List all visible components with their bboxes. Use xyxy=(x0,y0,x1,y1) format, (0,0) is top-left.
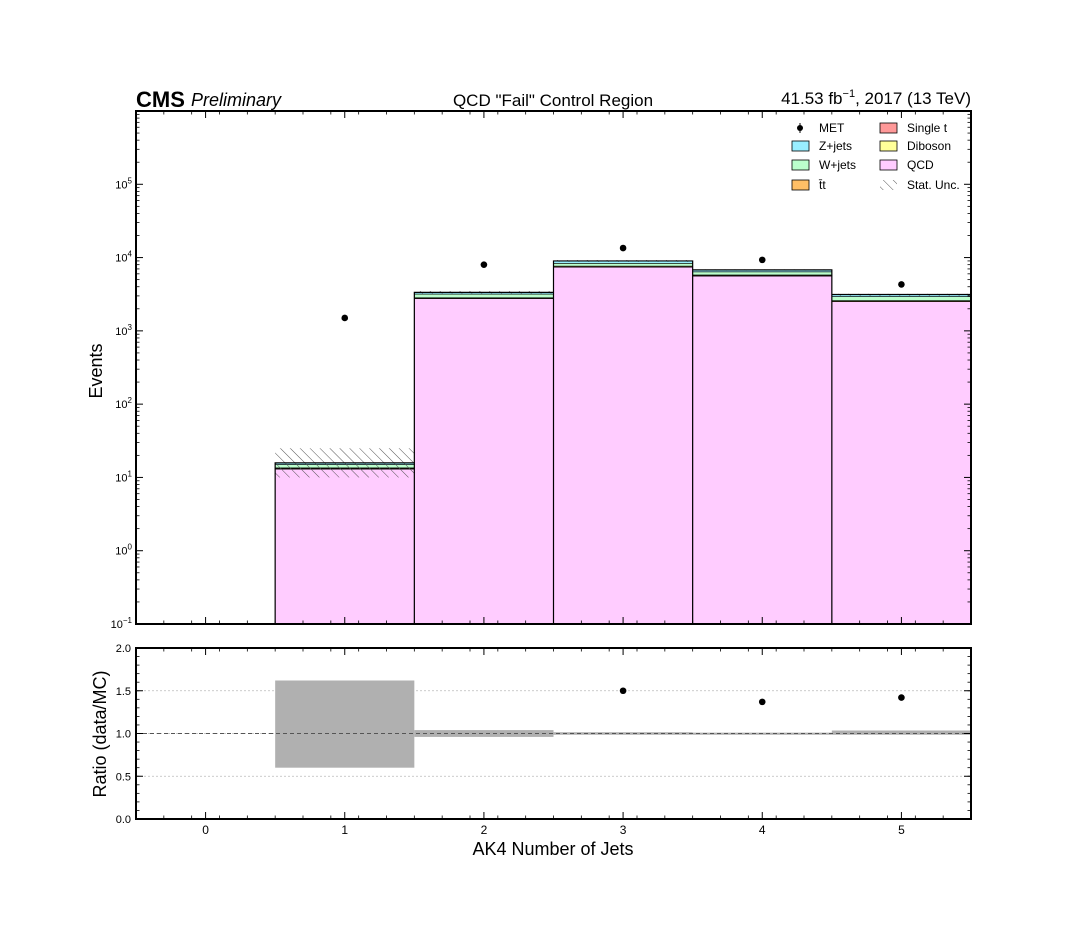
legend-swatch-tt xyxy=(791,179,810,191)
ratio-y-tick-label: 0.0 xyxy=(116,814,131,826)
ratio-point-4 xyxy=(758,698,766,706)
data-point-1 xyxy=(341,314,349,322)
stack-bar-qcd-2 xyxy=(414,298,554,625)
y-tick-label: 10−1 xyxy=(111,616,133,631)
stack-bar-qcd-4 xyxy=(692,275,833,625)
ratio-frame xyxy=(135,647,972,820)
legend-swatch-diboson xyxy=(879,140,898,152)
legend-label: t̄t xyxy=(819,178,827,192)
stacked-histogram xyxy=(274,260,972,625)
lumi-value: 41.53 fb xyxy=(781,89,842,108)
legend-swatch-zjets xyxy=(791,140,810,152)
stack-bar-wjets-3 xyxy=(553,263,693,267)
experiment-label: CMS xyxy=(136,87,185,112)
legend-swatch-qcd xyxy=(879,159,898,171)
ratio-band-bin-2 xyxy=(414,730,554,737)
x-tick-label: 3 xyxy=(620,823,627,837)
ratio-band-bin-3 xyxy=(553,732,693,735)
legend-swatch-singlet xyxy=(879,122,898,134)
lumi-exponent: −1 xyxy=(843,88,856,100)
data-point-5 xyxy=(898,281,905,288)
stack-bar-wjets-5 xyxy=(831,296,972,301)
legend-label: MET xyxy=(819,121,845,135)
y-tick-label: 104 xyxy=(115,250,132,265)
ratio-point-5 xyxy=(898,694,905,701)
legend-swatch-stat-unc xyxy=(880,180,897,190)
y-tick-label: 102 xyxy=(115,396,132,411)
ratio-band-bin-1 xyxy=(275,680,415,768)
legend: MET Z+jets W+jets t̄t Single t Diboson QCD Stat… xyxy=(791,121,960,192)
legend-label: Single t xyxy=(907,121,948,135)
data-point-3 xyxy=(619,244,627,252)
main-panel: 10−1 100 101 102 103 104 105 Events MET Z+jets W… xyxy=(86,110,972,631)
stack-bar-qcd-1 xyxy=(274,468,415,625)
y-axis-title: Events xyxy=(86,343,106,398)
ratio-points xyxy=(619,687,905,706)
data-points xyxy=(341,244,905,322)
x-tick-label: 2 xyxy=(481,823,488,837)
legend-swatch-wjets xyxy=(791,159,810,171)
stack-outline xyxy=(274,260,972,624)
stack-bar-qcd-5 xyxy=(831,301,972,625)
x-tick-label: 4 xyxy=(759,823,766,837)
ratio-y-tick-label: 1.0 xyxy=(116,729,131,741)
plot-title: QCD "Fail" Control Region xyxy=(453,91,653,110)
ratio-mc-uncertainty-band xyxy=(275,680,971,768)
ratio-y-tick-label: 1.5 xyxy=(116,686,131,698)
legend-label: Stat. Unc. xyxy=(907,178,960,192)
data-point-4 xyxy=(758,256,766,264)
x-tick-label: 0 xyxy=(202,823,209,837)
status-label: Preliminary xyxy=(191,90,282,110)
y-tick-label: 100 xyxy=(115,543,132,558)
legend-label: Z+jets xyxy=(819,139,852,153)
ratio-band-bin-5 xyxy=(831,730,971,735)
ratio-y-axis-title: Ratio (data/MC) xyxy=(90,670,110,797)
x-axis-title: AK4 Number of Jets xyxy=(472,839,633,859)
x-tick-label: 5 xyxy=(898,823,905,837)
lumi-label: 41.53 fb−1, 2017 (13 TeV) xyxy=(781,88,971,108)
legend-label: W+jets xyxy=(819,158,856,172)
data-point-2 xyxy=(480,261,488,268)
legend-label: Diboson xyxy=(907,139,951,153)
y-tick-label: 105 xyxy=(115,176,132,191)
x-tick-label: 1 xyxy=(341,823,348,837)
lumi-suffix: , 2017 (13 TeV) xyxy=(855,89,971,108)
legend-label: QCD xyxy=(907,158,934,172)
main-frame xyxy=(135,110,972,625)
stack-bar-wjets-2 xyxy=(414,293,554,299)
y-tick-label: 101 xyxy=(115,469,132,484)
stack-total-outline xyxy=(274,260,972,624)
ratio-panel: 0.0 0.5 1.0 1.5 2.0 0 1 2 3 4 5 Ratio (data/MC) A… xyxy=(90,643,972,859)
ratio-point-3 xyxy=(619,687,627,695)
y-tick-label: 103 xyxy=(115,323,132,338)
ratio-y-tick-label: 0.5 xyxy=(116,771,131,783)
stack-bar-qcd-3 xyxy=(553,266,693,625)
stack-bar-wjets-4 xyxy=(692,271,833,276)
ratio-y-tick-label: 2.0 xyxy=(116,643,131,655)
